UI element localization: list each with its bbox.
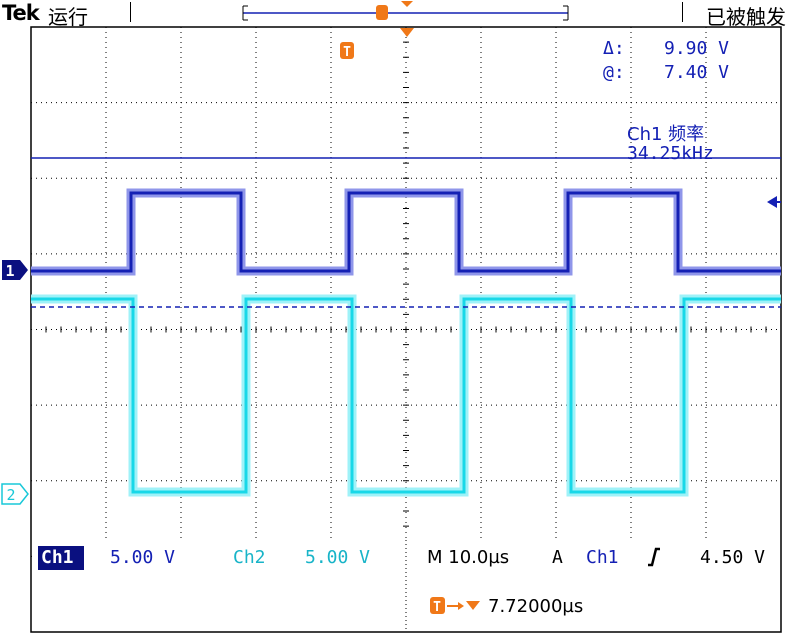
cursor-position-value: 7.40 V xyxy=(664,62,730,83)
trigger-position-label: T xyxy=(343,45,351,60)
cursor-position-label: @: xyxy=(603,62,625,83)
brand-logo: Tek xyxy=(2,1,40,25)
ch1-channel-button[interactable]: Ch1 xyxy=(38,546,84,570)
ch2-marker-label: 2 xyxy=(6,486,15,504)
trigger-offset-icon xyxy=(430,597,445,614)
trigger-offset-icon-label: T xyxy=(433,600,441,615)
cursor-delta-label: Δ: xyxy=(603,38,625,59)
divider xyxy=(682,2,683,22)
trigger-position-icon[interactable] xyxy=(340,42,354,59)
acquisition-state: 运行 xyxy=(48,5,88,29)
down-triangle-icon xyxy=(466,601,480,610)
record-position-bar[interactable] xyxy=(242,1,569,21)
trigger-source: Ch1 xyxy=(586,547,619,568)
trigger-mode: A xyxy=(552,547,563,568)
center-time-marker-icon xyxy=(400,28,414,37)
ch2-volts-per-div: 5.00 V xyxy=(305,547,371,568)
trigger-status: 已被触发 xyxy=(706,5,786,29)
divider xyxy=(130,2,131,22)
right-arrow-icon xyxy=(458,602,464,610)
ch2-waveform xyxy=(31,294,781,497)
measurement-value: 34.25kHz xyxy=(627,143,714,164)
ch1-waveform xyxy=(31,188,781,276)
ch2-ground-marker[interactable]: 2 xyxy=(1,483,29,505)
rising-edge-icon xyxy=(648,547,660,567)
measurement-label: Ch1 频率 xyxy=(627,124,705,145)
timebase-readout[interactable]: M 10.0µs xyxy=(427,547,510,568)
ch1-marker-label: 1 xyxy=(5,262,14,280)
left-arrow-icon[interactable] xyxy=(767,196,777,208)
top-status-bar: Tek 运行 已被触发 xyxy=(0,0,788,29)
cursor-delta-value: 9.90 V xyxy=(664,38,730,59)
trigger-level-readout[interactable]: 4.50 V xyxy=(700,547,766,568)
record-trigger-marker-icon xyxy=(376,5,388,20)
ch1-volts-per-div: 5.00 V xyxy=(110,547,176,568)
ch2-channel-label[interactable]: Ch2 xyxy=(233,547,266,568)
record-center-marker-icon xyxy=(401,1,413,7)
ch1-ground-marker[interactable]: 1 xyxy=(2,260,28,280)
graticule-grid xyxy=(30,26,782,557)
ch1-channel-label: Ch1 xyxy=(41,547,74,568)
trigger-offset-readout: 7.72000µs xyxy=(488,596,584,617)
